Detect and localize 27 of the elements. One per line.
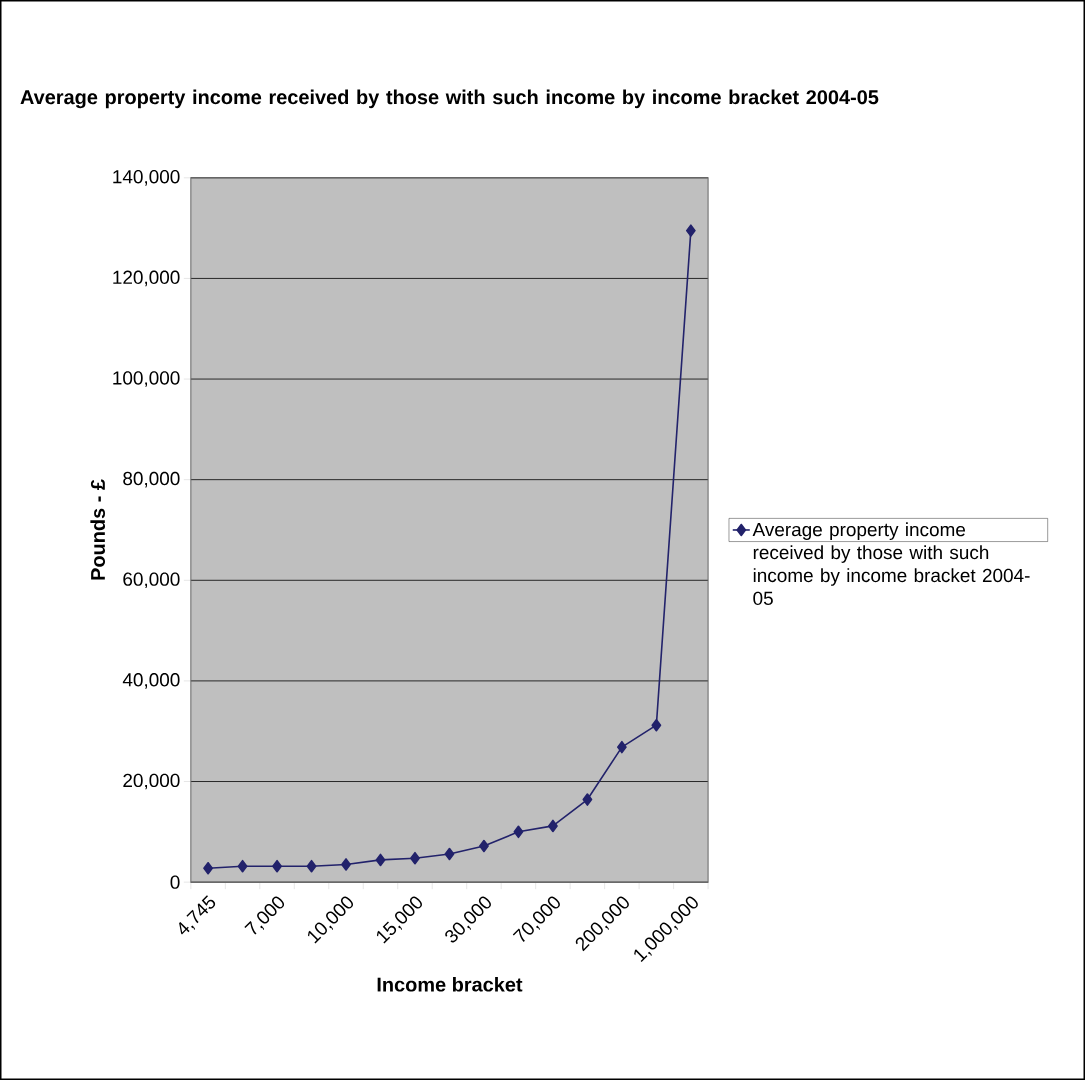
point <box>203 861 214 875</box>
y-tick-label: 0 <box>170 875 180 889</box>
point <box>582 793 593 806</box>
y-tick-label: 120,000 <box>113 270 180 287</box>
legend-label: Average property income received by those with such income by income bracket 2004-05 <box>752 522 1030 606</box>
point <box>341 858 351 871</box>
point <box>272 859 282 873</box>
x-axis-title: Income bracket <box>377 976 523 992</box>
point <box>547 819 558 833</box>
y-axis-title: Pounds - £ <box>90 479 106 580</box>
point <box>479 839 489 853</box>
point <box>375 853 386 867</box>
y-tick-label: 20,000 <box>123 773 180 790</box>
point <box>651 718 662 732</box>
y-tick-label: 80,000 <box>123 471 180 488</box>
point <box>237 859 248 873</box>
chart-title: Average property income received by those with such income by income bracket 2004-05 <box>20 89 879 109</box>
y-tick-label: 60,000 <box>123 572 180 589</box>
point <box>513 825 524 839</box>
point <box>616 740 627 754</box>
point <box>410 851 420 865</box>
y-tick-label: 140,000 <box>113 169 180 186</box>
y-tick-label: 100,000 <box>113 371 180 387</box>
point <box>444 847 455 861</box>
point <box>306 859 317 873</box>
point <box>685 224 696 237</box>
y-tick-label: 40,000 <box>122 673 180 689</box>
